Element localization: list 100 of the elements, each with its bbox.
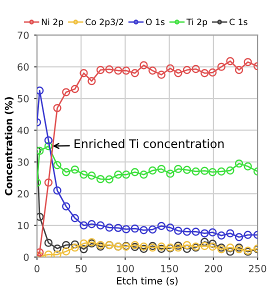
point xyxy=(88,171,96,180)
y-tick-label: 0 xyxy=(24,254,29,261)
point xyxy=(148,225,157,234)
point xyxy=(182,240,192,250)
point xyxy=(208,228,217,236)
point xyxy=(62,88,70,96)
point xyxy=(157,164,166,174)
point xyxy=(200,229,209,238)
point xyxy=(200,69,209,78)
y-tick-label: 70 xyxy=(18,32,29,39)
point xyxy=(148,66,157,75)
point xyxy=(200,166,209,175)
point xyxy=(62,247,70,256)
point xyxy=(157,222,166,230)
point xyxy=(174,164,182,174)
point xyxy=(192,167,200,176)
point xyxy=(208,168,217,176)
legend-label: Co 2p3/2 xyxy=(86,18,124,27)
point xyxy=(226,166,234,175)
y-tick-label: 50 xyxy=(18,95,29,102)
point xyxy=(174,69,182,78)
point xyxy=(244,230,252,239)
point xyxy=(80,239,88,248)
point xyxy=(200,242,209,250)
point xyxy=(44,238,53,247)
point xyxy=(70,243,80,252)
point xyxy=(140,61,148,70)
point xyxy=(114,224,122,232)
point xyxy=(105,65,114,74)
point xyxy=(192,228,200,236)
y-tick-label: 30 xyxy=(18,158,29,166)
point xyxy=(174,226,182,235)
point xyxy=(226,248,234,256)
point xyxy=(70,84,80,94)
point xyxy=(130,224,140,233)
point xyxy=(53,186,62,195)
point xyxy=(226,57,234,66)
point xyxy=(130,69,140,78)
y-tick-label: 40 xyxy=(17,126,29,134)
point xyxy=(208,240,217,248)
point xyxy=(96,174,105,184)
point xyxy=(182,244,192,253)
point xyxy=(88,220,96,228)
point xyxy=(53,244,62,253)
point xyxy=(217,167,226,176)
point xyxy=(148,166,157,175)
point xyxy=(62,168,70,176)
legend-label: C 1s xyxy=(230,18,248,26)
point xyxy=(208,68,217,77)
point xyxy=(96,66,105,74)
legend-label: Ti 2p xyxy=(186,18,208,27)
y-tick-label: 20 xyxy=(18,190,29,198)
point xyxy=(140,226,148,234)
point xyxy=(234,159,244,168)
point xyxy=(96,221,105,230)
point xyxy=(234,66,244,74)
point xyxy=(70,240,80,249)
x-tick-label: 0 xyxy=(34,264,40,272)
point xyxy=(244,162,252,170)
point xyxy=(44,142,53,150)
point xyxy=(140,170,148,179)
point xyxy=(105,224,114,232)
point xyxy=(44,178,53,187)
x-axis-title: Etch time (s) xyxy=(117,276,178,286)
point xyxy=(114,66,122,75)
legend-label: O 1s xyxy=(146,18,165,26)
point xyxy=(157,70,166,79)
point xyxy=(88,76,96,86)
point xyxy=(226,243,234,252)
point xyxy=(70,165,80,174)
x-tick-label: 50 xyxy=(76,264,87,272)
point xyxy=(36,212,44,221)
point xyxy=(122,66,130,75)
point xyxy=(62,202,70,210)
point xyxy=(122,225,130,234)
point xyxy=(166,170,174,178)
annotation: Enriched Ti concentration xyxy=(74,139,224,148)
point xyxy=(200,238,209,246)
point xyxy=(217,231,226,240)
point xyxy=(36,86,44,95)
y-tick-label: 60 xyxy=(18,63,29,71)
point xyxy=(166,224,174,232)
point xyxy=(80,170,88,179)
point xyxy=(208,242,217,251)
point xyxy=(130,168,140,176)
point xyxy=(62,240,70,250)
point xyxy=(44,250,53,258)
y-axis-title: Concentration (%) xyxy=(4,97,14,196)
point xyxy=(53,104,62,112)
point xyxy=(80,69,88,78)
point xyxy=(36,248,44,256)
x-tick-label: 150 xyxy=(161,264,178,272)
point xyxy=(192,64,200,74)
point xyxy=(217,62,226,71)
point xyxy=(182,228,192,236)
point xyxy=(80,221,88,230)
point xyxy=(105,175,114,184)
point xyxy=(182,166,192,174)
point xyxy=(244,58,252,66)
point xyxy=(226,229,234,238)
